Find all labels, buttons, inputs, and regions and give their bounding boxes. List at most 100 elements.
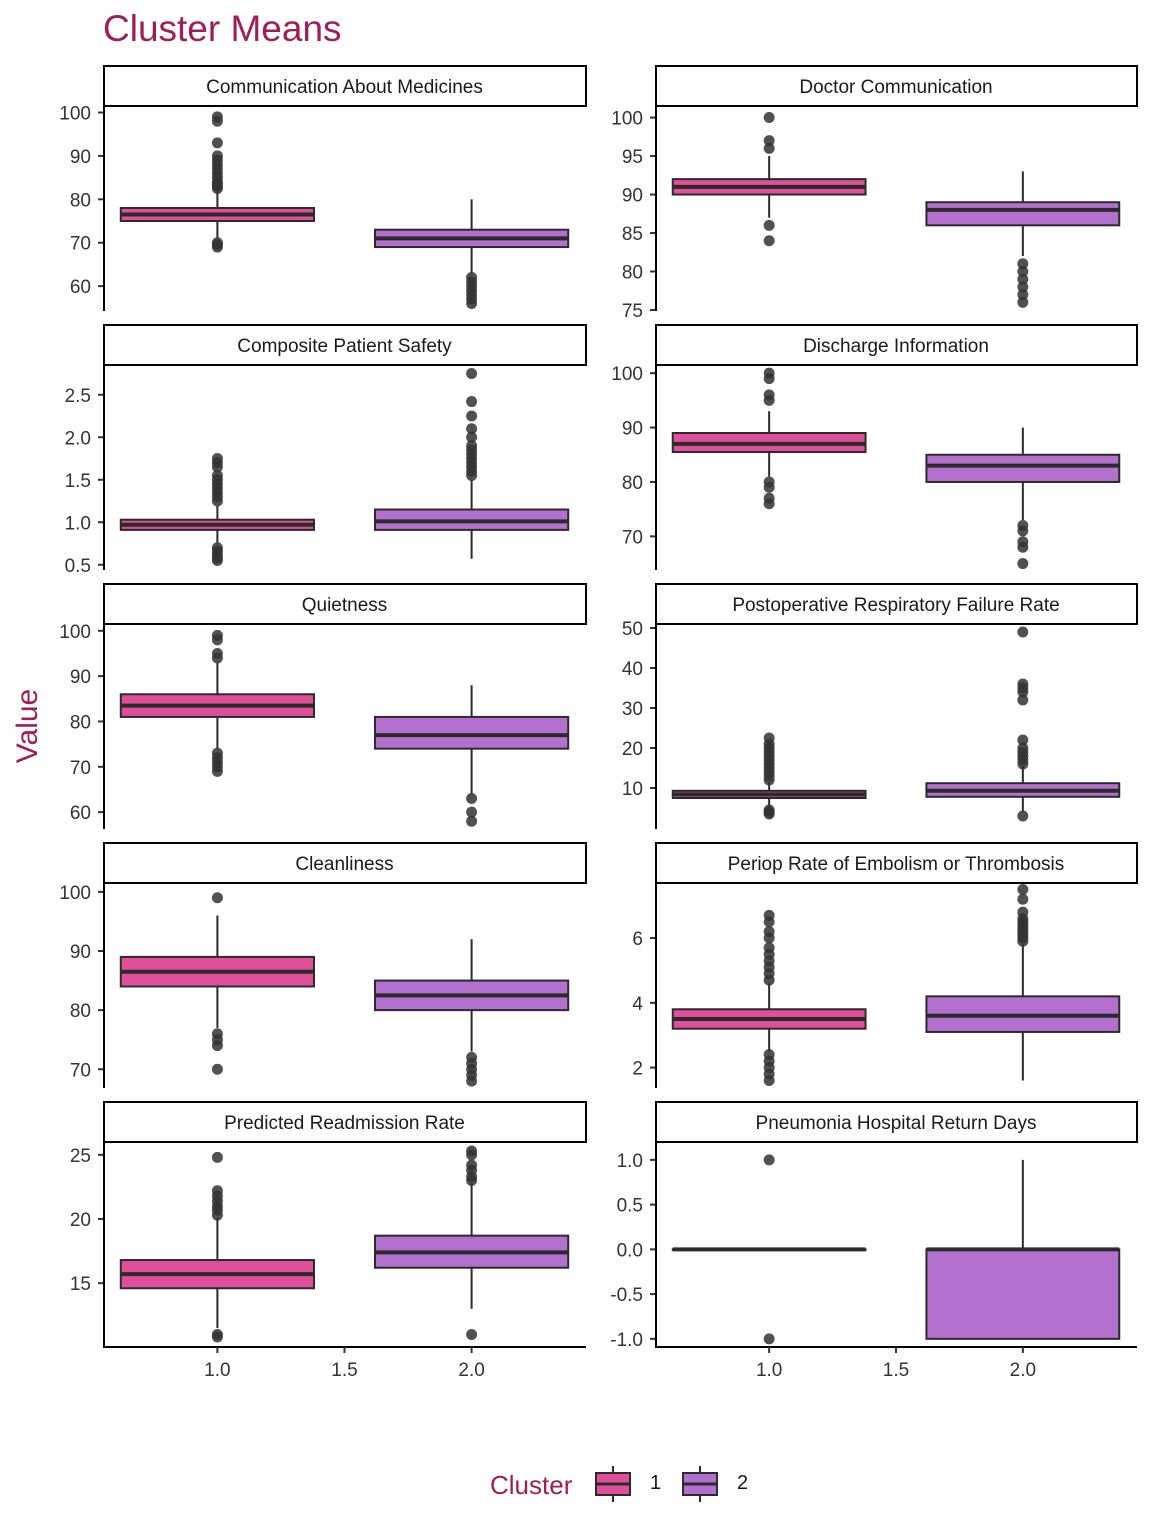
panel-10-x-tick-label: 1.0 [756, 1360, 782, 1381]
panel-4-y-tick-label: 80 [622, 473, 643, 494]
panel-8-y-tick-label: 2 [632, 1059, 643, 1080]
panel-2-cluster-2-outlier [1017, 296, 1029, 308]
panel-3-cluster-2-outlier [466, 396, 478, 408]
panel-2-cluster-1-outlier [763, 112, 775, 124]
legend-key-cluster-1 [595, 1466, 631, 1502]
panel-6-cluster-2-outlier [1017, 626, 1029, 638]
panel-2-cluster-2-outlier [1017, 273, 1029, 285]
panel-4-strip [655, 324, 1138, 366]
panel-2-strip-label: Doctor Communication [799, 77, 992, 98]
panel-6-cluster-2-outlier [1017, 694, 1029, 706]
panel-5-y-tick-label: 100 [59, 622, 91, 643]
panel-8-cluster-2-outlier [1017, 893, 1029, 905]
facet-plot-area: Communication About Medicines60708090100… [59, 65, 1138, 1381]
panel-4-cluster-1-outlier [763, 492, 775, 504]
panel-6-cluster-1-outlier [763, 804, 775, 816]
panel-10-y-tick-label: 0.0 [617, 1240, 643, 1261]
panel-5-y-tick-label: 70 [70, 758, 91, 779]
panel-3-y-tick-label: 1.5 [65, 471, 91, 492]
panel-5-cluster-2-outlier [466, 815, 478, 827]
panel-8-cluster-1-outlier [763, 926, 775, 938]
panel-10-y-tick-label: -1.0 [610, 1330, 643, 1351]
panel-1-cluster-1-outlier [211, 150, 223, 162]
panel-7-cluster-2-outlier [466, 1051, 478, 1063]
panel-3-y-tick-label: 0.5 [65, 556, 91, 577]
panel-7-strip-label: Cleanliness [295, 854, 393, 875]
legend-label-cluster-1: 1 [650, 1472, 662, 1494]
panel-10-x-tick-label: 1.5 [883, 1360, 909, 1381]
panel-8-cluster-1-outlier [763, 942, 775, 954]
panel-8-cluster-2-outlier [1017, 883, 1029, 895]
panel-7-cluster-1-outlier [211, 892, 223, 904]
panel-2-cluster-1-outlier [763, 219, 775, 231]
panel-2-cluster-1-outlier [763, 142, 775, 154]
panel-2-y-tick-label: 80 [622, 263, 643, 284]
panel-1-y-tick-label: 60 [70, 277, 91, 298]
panel-6-y-tick-label: 40 [622, 659, 643, 680]
panel-9-cluster-1-outlier [211, 1151, 223, 1163]
panel-3-y-tick-label: 2.5 [65, 386, 91, 407]
panel-5-cluster-2-outlier [466, 806, 478, 818]
panel-9-x-tick-label: 1.0 [204, 1360, 230, 1381]
panel-1-y-tick-label: 70 [70, 234, 91, 255]
panel-3-strip [103, 324, 587, 366]
panel-3-cluster-2-outlier [466, 368, 478, 379]
panel-8-strip-label: Periop Rate of Embolism or Thrombosis [728, 854, 1065, 875]
panel-3-strip-label: Composite Patient Safety [237, 336, 452, 357]
panel-4-y-tick-label: 90 [622, 419, 643, 440]
panel-9-x-tick-label: 2.0 [458, 1360, 484, 1381]
panel-1-y-tick-label: 100 [59, 104, 91, 125]
panel-5-cluster-2-box [374, 715, 570, 750]
panel-3-cluster-2-outlier [466, 423, 478, 435]
panel-5-y-tick-label: 60 [70, 803, 91, 824]
panel-4-strip-label: Discharge Information [803, 336, 989, 357]
panel-7-y-tick-label: 70 [70, 1060, 91, 1081]
panel-5-cluster-1-outlier [211, 747, 223, 759]
panel-4-cluster-1-outlier [763, 476, 775, 488]
panel-1-cluster-2-outlier [466, 271, 478, 283]
panel-9-cluster-1-outlier [211, 1328, 223, 1340]
panel-2-strip [655, 65, 1138, 107]
panel-7-cluster-1-outlier [211, 1063, 223, 1075]
panel-2-y-tick-label: 100 [611, 109, 643, 130]
panel-3-cluster-1-outlier [211, 453, 223, 464]
panel-10-cluster-1-outlier [763, 1154, 775, 1166]
panel-4-cluster-1-outlier [763, 389, 775, 401]
chart-title: Cluster Means [103, 8, 342, 49]
panel-6-cluster-2-outlier [1017, 734, 1029, 746]
panel-5-strip-label: Quietness [302, 595, 388, 616]
panel-3-cluster-2-outlier [466, 410, 478, 422]
panel-7-cluster-1-outlier [211, 1028, 223, 1040]
panel-3-cluster-2-outlier [466, 440, 478, 452]
panel-10-cluster-1-outlier [763, 1333, 775, 1345]
panel-6-strip-label: Postoperative Respiratory Failure Rate [732, 595, 1059, 616]
panel-6-y-tick-label: 10 [622, 779, 643, 800]
panel-3-cluster-2-outlier [466, 431, 478, 443]
panel-3-y-tick-label: 2.0 [65, 428, 91, 449]
panel-10-cluster-2-box [925, 1248, 1121, 1340]
panel-4-cluster-2-outlier [1017, 558, 1029, 570]
panel-10-y-tick-label: 1.0 [617, 1151, 643, 1172]
panel-5-strip [103, 583, 587, 625]
panel-9-y-tick-label: 20 [70, 1210, 91, 1231]
panel-9-x-tick-label: 1.5 [331, 1360, 357, 1381]
panel-10-y-tick-label: -0.5 [610, 1285, 643, 1306]
panel-6-strip [655, 583, 1138, 625]
panel-8-cluster-1-outlier [763, 1049, 775, 1061]
panel-1-cluster-1-outlier [211, 111, 223, 123]
panel-6-cluster-2-outlier [1017, 742, 1029, 754]
panel-9-cluster-2-outlier [466, 1159, 478, 1171]
panel-2-y-tick-label: 95 [622, 147, 643, 168]
panel-7-y-tick-label: 100 [59, 883, 91, 904]
panel-3-cluster-1-outlier [211, 542, 223, 554]
panel-2-y-tick-label: 75 [622, 301, 643, 322]
panel-9-strip [103, 1101, 587, 1143]
panel-9-y-tick-label: 25 [70, 1146, 91, 1167]
panel-6-cluster-1-outlier [763, 732, 775, 744]
panel-2-cluster-2-outlier [1017, 258, 1029, 270]
panel-8-strip [655, 842, 1138, 884]
legend-key-cluster-2 [682, 1466, 718, 1502]
panel-9-strip-label: Predicted Readmission Rate [224, 1113, 465, 1134]
panel-10-x-tick-label: 2.0 [1010, 1360, 1036, 1381]
panel-6-cluster-2-outlier [1017, 678, 1029, 690]
